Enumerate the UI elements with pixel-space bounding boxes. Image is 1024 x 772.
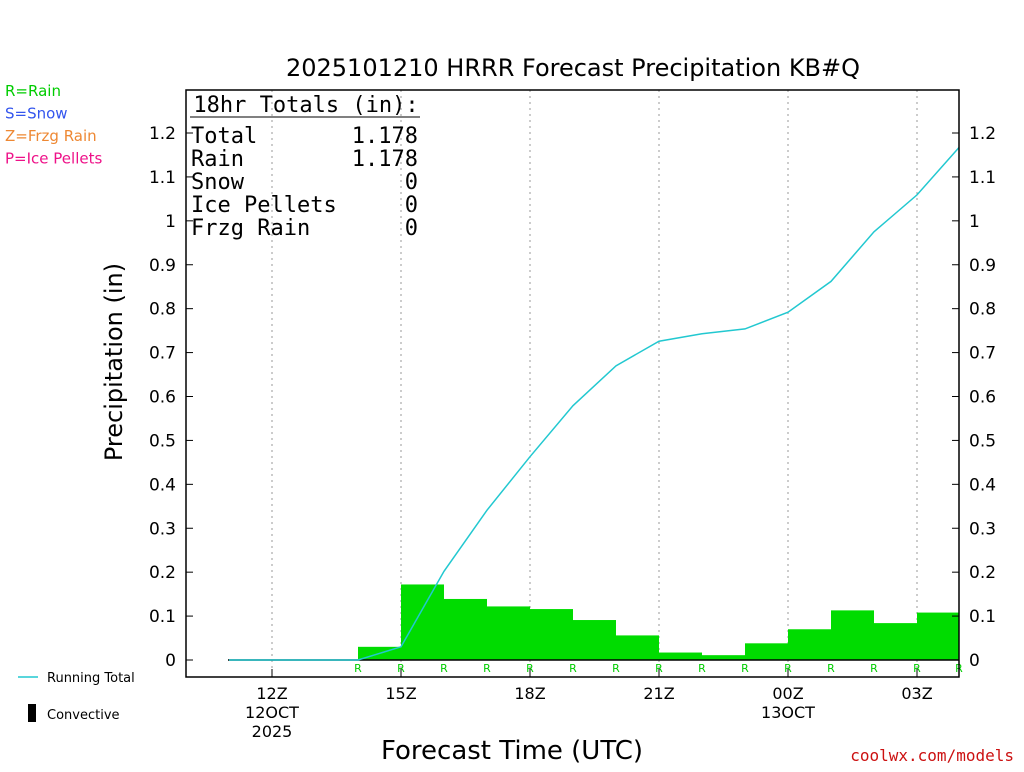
y-tick-label-left: 0.6 bbox=[149, 388, 176, 408]
x-tick-label: 12Z bbox=[256, 684, 287, 703]
ptype-marker: R bbox=[440, 662, 448, 675]
ptype-key-item: P=Ice Pellets bbox=[5, 150, 102, 168]
precip-bar bbox=[702, 655, 745, 660]
x-tick-label: 00Z bbox=[772, 684, 803, 703]
x-tick-label: 03Z bbox=[901, 684, 932, 703]
totals-row-value: 1.178 bbox=[352, 124, 418, 149]
y-tick-label-right: 0.2 bbox=[969, 563, 996, 583]
x-tick-label: 21Z bbox=[643, 684, 674, 703]
y-tick-label-left: 0.5 bbox=[149, 431, 176, 451]
y-tick-label-right: 0.6 bbox=[969, 388, 996, 408]
precip-bar bbox=[573, 620, 616, 660]
precip-bar bbox=[917, 612, 959, 660]
ptype-marker: R bbox=[870, 662, 878, 675]
convective-legend-label: Convective bbox=[47, 708, 120, 723]
y-tick-label-left: 0.8 bbox=[149, 300, 176, 320]
credit-text: coolwx.com/models bbox=[850, 746, 1014, 765]
x-tick-label: 13OCT bbox=[761, 703, 815, 722]
precip-bar bbox=[487, 606, 530, 660]
legend: Running Total Convective bbox=[18, 671, 135, 723]
y-tick-label-left: 1.2 bbox=[149, 124, 176, 144]
y-tick-label-left: 0.9 bbox=[149, 256, 176, 276]
ptype-marker: R bbox=[569, 662, 577, 675]
y-tick-label-right: 0.7 bbox=[969, 344, 996, 364]
convective-legend-swatch bbox=[28, 704, 36, 722]
totals-row-label: Total bbox=[191, 124, 257, 149]
ptype-marker: R bbox=[698, 662, 706, 675]
y-tick-label-right: 0.8 bbox=[969, 300, 996, 320]
totals-header: 18hr Totals (in): bbox=[193, 93, 418, 118]
ptype-key-item: Z=Frzg Rain bbox=[5, 127, 97, 145]
y-tick-label-left: 0 bbox=[165, 651, 176, 671]
totals-box: 18hr Totals (in): Total 1.178 Rain 1.178 Sno… bbox=[190, 93, 420, 241]
precip-bar bbox=[745, 643, 788, 660]
totals-row-label: Snow bbox=[191, 170, 245, 195]
ptype-key-item: R=Rain bbox=[5, 82, 61, 100]
x-axis-label: Forecast Time (UTC) bbox=[381, 736, 643, 766]
bars bbox=[228, 584, 959, 661]
y-tick-label-right: 0.1 bbox=[969, 607, 996, 627]
totals-row-label: Ice Pellets bbox=[191, 193, 337, 218]
precip-bar bbox=[401, 584, 444, 660]
ptype-marker: R bbox=[397, 662, 405, 675]
precip-bar bbox=[831, 610, 874, 660]
totals-row-value: 0 bbox=[405, 216, 418, 241]
totals-row-label: Rain bbox=[191, 147, 244, 172]
ptype-key: R=Rain S=Snow Z=Frzg Rain P=Ice Pellets bbox=[5, 82, 102, 168]
gridlines bbox=[271, 90, 918, 677]
totals-row-label: Frzg Rain bbox=[191, 216, 310, 241]
y-tick-label-left: 0.4 bbox=[149, 475, 176, 495]
y-tick-label-right: 0.4 bbox=[969, 475, 996, 495]
precip-bar bbox=[616, 635, 659, 660]
y-tick-label-right: 1.2 bbox=[969, 124, 996, 144]
y-tick-label-left: 1 bbox=[165, 212, 176, 232]
ptype-marker: R bbox=[784, 662, 792, 675]
y-tick-label-left: 1.1 bbox=[149, 168, 176, 188]
y-axis-label: Precipitation (in) bbox=[100, 263, 128, 461]
y-tick-label-right: 0 bbox=[969, 651, 980, 671]
totals-row-value: 0 bbox=[405, 170, 418, 195]
totals-row-value: 0 bbox=[405, 193, 418, 218]
ptype-marker: R bbox=[655, 662, 663, 675]
y-tick-label-left: 0.7 bbox=[149, 344, 176, 364]
x-tick-label: 2025 bbox=[252, 722, 293, 741]
x-tick-label: 12OCT bbox=[245, 703, 299, 722]
running-total-legend-label: Running Total bbox=[47, 671, 135, 686]
precip-bar bbox=[659, 652, 702, 660]
ptype-key-item: S=Snow bbox=[5, 105, 68, 123]
x-tick-label: 15Z bbox=[385, 684, 416, 703]
y-axis-right: 0 0.1 0.2 0.3 0.4 0.5 0.6 0.7 0.8 0.9 1 1.1 1.2 bbox=[952, 124, 996, 671]
y-tick-label-right: 0.9 bbox=[969, 256, 996, 276]
precip-bar bbox=[530, 609, 573, 660]
y-tick-label-left: 0.2 bbox=[149, 563, 176, 583]
plot-frame bbox=[185, 89, 960, 678]
x-tick-label: 18Z bbox=[514, 684, 545, 703]
ptype-marker: R bbox=[354, 662, 362, 675]
ptype-marker: R bbox=[612, 662, 620, 675]
ptype-marker: R bbox=[483, 662, 491, 675]
totals-row-value: 1.178 bbox=[352, 147, 418, 172]
y-tick-label-right: 1 bbox=[969, 212, 980, 232]
y-tick-label-right: 0.5 bbox=[969, 431, 996, 451]
precip-bar bbox=[444, 598, 487, 660]
ptype-marker: R bbox=[913, 662, 921, 675]
ptype-marker: R bbox=[526, 662, 534, 675]
chart-title: 2025101210 HRRR Forecast Precipitation K… bbox=[286, 54, 860, 82]
ptype-marker: R bbox=[827, 662, 835, 675]
y-axis-left: 0 0.1 0.2 0.3 0.4 0.5 0.6 0.7 0.8 0.9 1 1.1 1.2 bbox=[149, 124, 193, 671]
y-tick-label-right: 0.3 bbox=[969, 519, 996, 539]
y-tick-label-right: 1.1 bbox=[969, 168, 996, 188]
ptype-marker: R bbox=[741, 662, 749, 675]
y-tick-label-left: 0.3 bbox=[149, 519, 176, 539]
precip-bar bbox=[788, 629, 831, 660]
precip-bar bbox=[874, 623, 917, 660]
running-total-line bbox=[229, 147, 960, 661]
y-tick-label-left: 0.1 bbox=[149, 607, 176, 627]
